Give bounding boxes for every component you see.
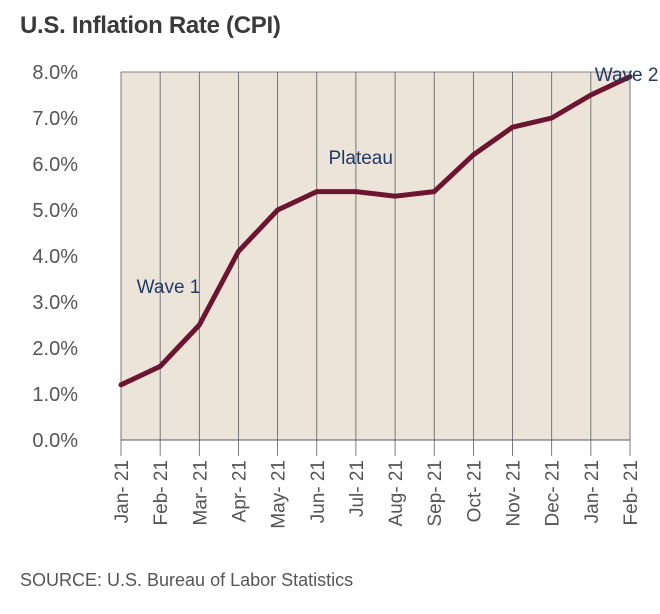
x-tick-label: Jul- 21: [347, 460, 368, 517]
y-tick-label: 0.0%: [32, 430, 78, 452]
annotation-label: Plateau: [329, 148, 393, 169]
source-note: SOURCE: U.S. Bureau of Labor Statistics: [20, 570, 354, 590]
y-tick-label: 4.0%: [32, 246, 78, 268]
chart-title: U.S. Inflation Rate (CPI): [20, 12, 281, 39]
cpi-line: [118, 74, 633, 388]
x-tick-label: Oct- 21: [464, 460, 485, 522]
x-tick-label: Jan- 21: [112, 460, 133, 523]
x-tick-label: Apr- 21: [229, 460, 250, 522]
x-tick-label: Feb- 21: [621, 460, 642, 525]
y-tick-label: 1.0%: [32, 384, 78, 406]
x-tick-label: Jun- 21: [308, 460, 329, 523]
y-tick-label: 2.0%: [32, 338, 78, 360]
y-tick-label: 5.0%: [32, 200, 78, 222]
x-tick-label: Nov- 21: [504, 460, 525, 527]
annotation-label: Wave 2: [595, 65, 659, 86]
y-tick-label: 8.0%: [32, 62, 78, 84]
plot-area: [121, 72, 630, 440]
y-tick-label: 6.0%: [32, 154, 78, 176]
x-tick-label: Mar- 21: [190, 460, 211, 525]
annotation-label: Wave 1: [137, 277, 201, 298]
x-tick-label: Jan- 21: [582, 460, 603, 523]
x-tick-label: May- 21: [269, 460, 290, 529]
x-tick-label: Sep- 21: [425, 460, 446, 527]
x-tick-label: Aug- 21: [386, 460, 407, 527]
x-tick-label: Dec- 21: [543, 460, 564, 527]
y-tick-label: 3.0%: [32, 292, 78, 314]
x-tick-label: Feb- 21: [151, 460, 172, 525]
y-tick-label: 7.0%: [32, 108, 78, 130]
